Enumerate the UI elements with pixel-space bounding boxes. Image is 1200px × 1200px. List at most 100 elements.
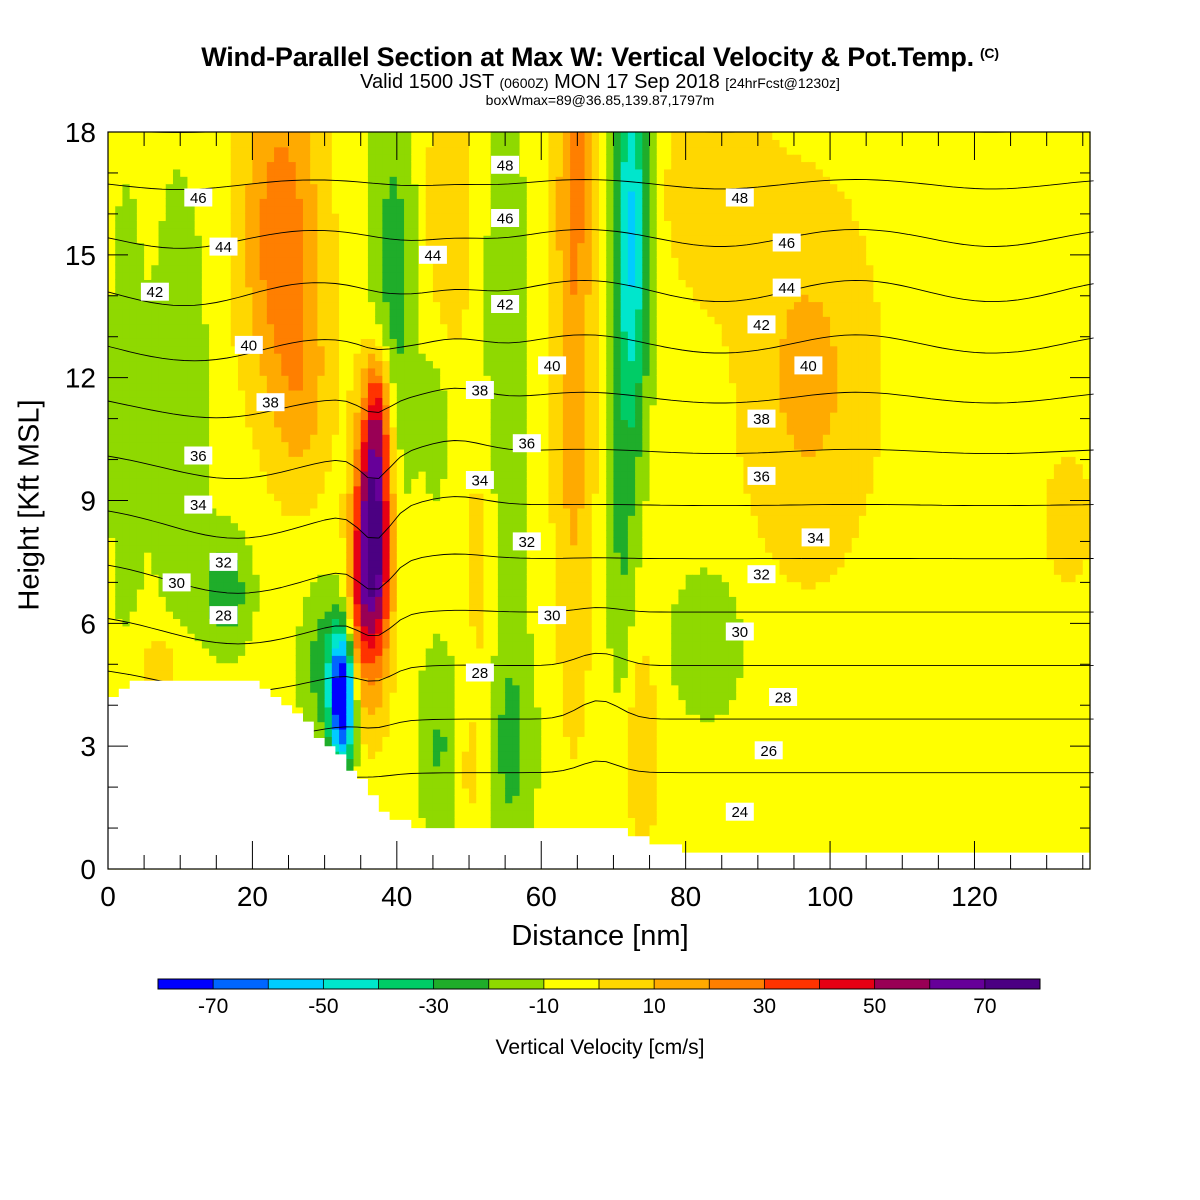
- w-cell: [432, 802, 441, 811]
- w-cell: [144, 647, 152, 656]
- w-cell: [339, 507, 347, 516]
- w-cell: [108, 456, 116, 465]
- w-cell: [136, 456, 145, 465]
- w-cell: [194, 132, 203, 140]
- w-cell: [382, 375, 391, 384]
- w-cell: [201, 434, 210, 443]
- w-cell: [245, 220, 254, 229]
- w-cell: [158, 168, 167, 177]
- w-cell: [187, 522, 196, 531]
- w-cell: [310, 220, 318, 229]
- w-cell: [281, 301, 290, 310]
- w-cell: [129, 345, 138, 354]
- w-cell: [360, 345, 369, 354]
- w-cell: [172, 670, 181, 678]
- w-cell: [353, 389, 362, 398]
- w-cell: [461, 802, 470, 811]
- w-cell: [180, 286, 189, 295]
- w-cell: [302, 507, 311, 516]
- w-cell: [432, 810, 441, 819]
- w-cell: [172, 515, 181, 524]
- w-cell: [288, 190, 297, 199]
- w-cell: [274, 176, 282, 185]
- w-cell: [259, 190, 268, 199]
- w-cell: [331, 316, 340, 325]
- w-cell: [266, 581, 275, 590]
- w-cell: [389, 810, 398, 819]
- w-cell: [440, 404, 448, 413]
- w-cell: [461, 677, 470, 686]
- w-cell: [281, 471, 290, 479]
- w-cell: [339, 235, 347, 244]
- w-cell: [115, 338, 124, 347]
- w-cell: [461, 625, 470, 634]
- w-cell: [454, 235, 463, 244]
- w-cell: [302, 684, 311, 693]
- w-cell: [353, 485, 362, 494]
- w-cell: [122, 264, 131, 273]
- w-cell: [404, 235, 412, 244]
- w-cell: [317, 448, 326, 457]
- w-cell: [209, 574, 217, 583]
- w-cell: [447, 213, 456, 222]
- w-cell: [310, 132, 318, 140]
- w-cell: [411, 552, 420, 561]
- w-cell: [404, 375, 412, 384]
- w-cell: [223, 456, 232, 465]
- w-cell: [115, 227, 124, 236]
- w-cell: [129, 478, 138, 487]
- w-cell: [375, 662, 383, 671]
- w-cell: [252, 640, 261, 649]
- w-cell: [339, 574, 347, 583]
- w-cell: [288, 272, 297, 280]
- w-cell: [172, 552, 181, 561]
- w-cell: [136, 662, 145, 671]
- w-cell: [317, 205, 326, 214]
- w-cell: [432, 448, 441, 457]
- w-cell: [295, 220, 304, 229]
- w-cell: [288, 168, 297, 177]
- w-cell: [302, 596, 311, 605]
- w-cell: [259, 176, 268, 185]
- w-cell: [331, 566, 340, 575]
- w-cell: [209, 500, 217, 509]
- w-cell: [281, 389, 290, 398]
- w-cell: [252, 670, 261, 678]
- w-cell: [302, 574, 311, 583]
- w-cell: [360, 426, 369, 435]
- w-cell: [324, 633, 333, 642]
- w-cell: [454, 426, 463, 435]
- w-cell: [122, 537, 131, 546]
- w-cell: [425, 272, 434, 280]
- w-cell: [447, 227, 456, 236]
- w-cell: [274, 382, 282, 391]
- w-cell: [216, 353, 225, 362]
- w-cell: [230, 456, 239, 465]
- w-cell: [245, 559, 254, 568]
- w-cell: [115, 367, 124, 376]
- w-cell: [302, 463, 311, 472]
- w-cell: [266, 588, 275, 597]
- w-cell: [245, 412, 254, 421]
- w-cell: [165, 301, 174, 310]
- w-cell: [194, 323, 203, 332]
- w-cell: [266, 264, 275, 273]
- w-cell: [418, 625, 427, 634]
- w-cell: [223, 419, 232, 428]
- w-cell: [165, 132, 174, 140]
- w-cell: [266, 633, 275, 642]
- w-cell: [158, 272, 167, 280]
- w-cell: [122, 139, 131, 148]
- w-cell: [144, 139, 152, 148]
- w-cell: [411, 751, 420, 760]
- w-cell: [281, 537, 290, 546]
- w-cell: [339, 146, 347, 155]
- w-cell: [353, 323, 362, 332]
- w-cell: [367, 360, 376, 369]
- w-cell: [223, 434, 232, 443]
- w-cell: [108, 677, 116, 686]
- w-cell: [440, 795, 448, 804]
- w-cell: [396, 706, 405, 715]
- w-cell: [252, 611, 261, 620]
- w-cell: [230, 213, 239, 222]
